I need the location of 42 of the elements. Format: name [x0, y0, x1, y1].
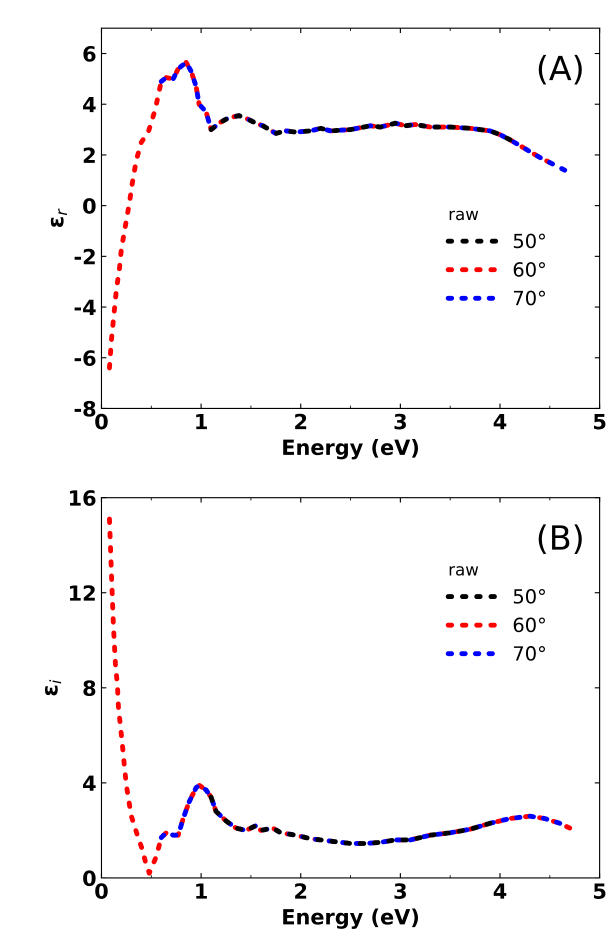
line-series	[158, 782, 562, 846]
line-series	[208, 113, 512, 142]
y-tick-label: 4	[83, 776, 96, 791]
y-tick-label: 0	[83, 870, 96, 886]
legend-label: 70°	[514, 290, 545, 306]
legend-label: 60°	[514, 262, 545, 277]
y-tick-label: -6	[74, 350, 96, 366]
annotation: (A)	[538, 54, 582, 85]
legend-title: raw	[450, 210, 478, 220]
y-tick-label: -8	[74, 400, 96, 417]
x-tick-label: 0	[95, 883, 108, 899]
y-tick-label: 0	[83, 198, 96, 214]
x-tick-label: 5	[594, 883, 606, 899]
y-tick-label: 8	[83, 680, 96, 696]
x-tick-label: 5	[594, 414, 606, 430]
y-tick-label: -2	[74, 248, 95, 264]
x-tick-label: 2	[295, 414, 306, 430]
y-tick-label: -4	[74, 300, 96, 315]
x-axis-title: Energy (eV)	[283, 908, 418, 929]
annotation: (B)	[538, 524, 582, 554]
x-axis-title: Energy (eV)	[283, 439, 418, 460]
x-tick-label: 3	[394, 414, 406, 430]
x-tick-label: 4	[494, 883, 506, 899]
x-tick-label: 4	[494, 414, 506, 430]
legend-title: raw	[450, 566, 478, 576]
x-tick-label: 0	[95, 414, 108, 430]
x-tick-label: 1	[196, 414, 207, 430]
x-tick-label: 3	[394, 883, 406, 899]
y-tick-label: 4	[83, 96, 96, 112]
line-series	[208, 794, 492, 846]
y-tick-label: 6	[83, 46, 96, 62]
x-tick-label: 1	[196, 883, 207, 899]
y-axis-title: ε$_{r}$	[50, 208, 67, 228]
y-tick-label: 12	[70, 585, 95, 601]
y-tick-label: 2	[84, 147, 95, 163]
x-tick-label: 2	[295, 883, 306, 899]
y-axis-title: ε$_{i}$	[45, 680, 62, 696]
y-tick-label: 16	[70, 490, 96, 506]
legend-label: 60°	[514, 618, 545, 632]
legend-label: 50°	[514, 588, 545, 604]
legend-label: 50°	[514, 234, 545, 248]
legend-label: 70°	[514, 646, 545, 661]
